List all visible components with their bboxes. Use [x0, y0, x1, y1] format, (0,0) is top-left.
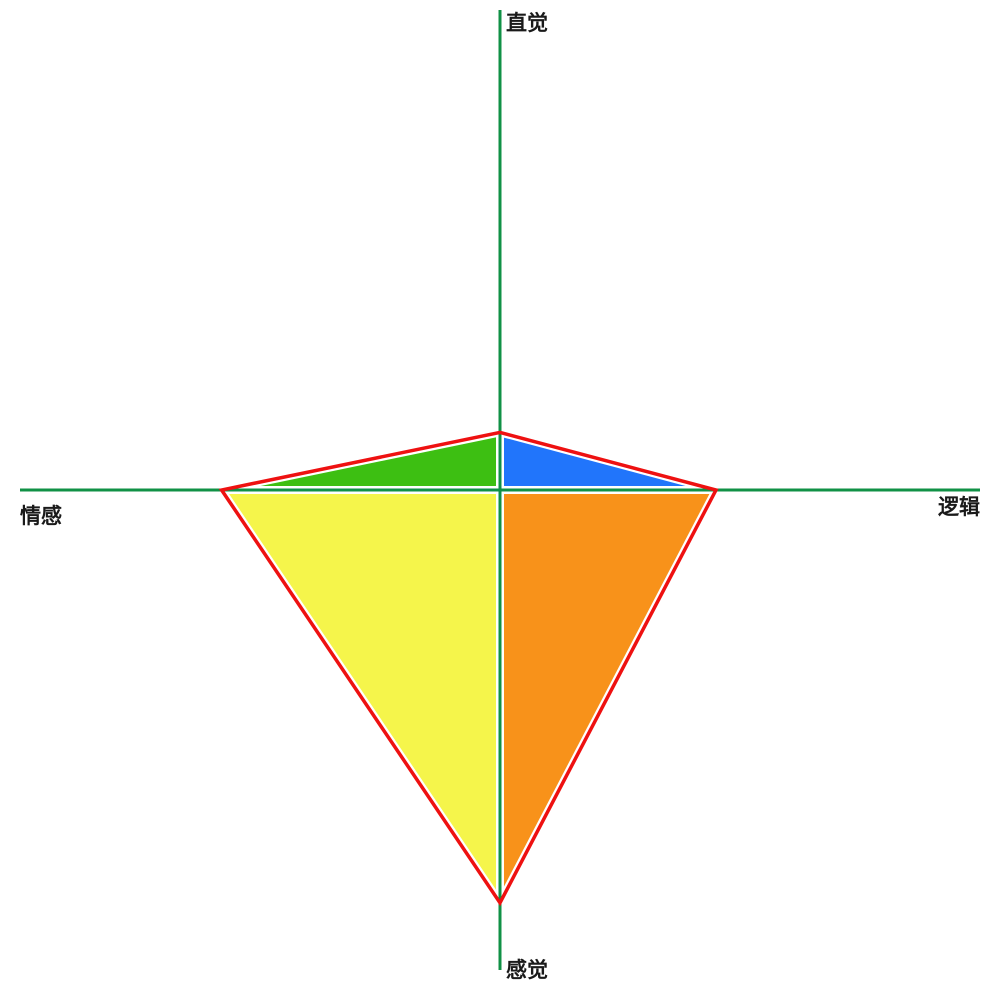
axis-label-intuition: 直觉 [506, 13, 548, 34]
axis-label-emotion: 情感 [20, 506, 62, 527]
axis-group [20, 10, 980, 970]
sector-group [222, 432, 716, 902]
axis-label-sensation: 感觉 [506, 960, 548, 981]
axis-label-logic: 逻辑 [938, 497, 980, 518]
